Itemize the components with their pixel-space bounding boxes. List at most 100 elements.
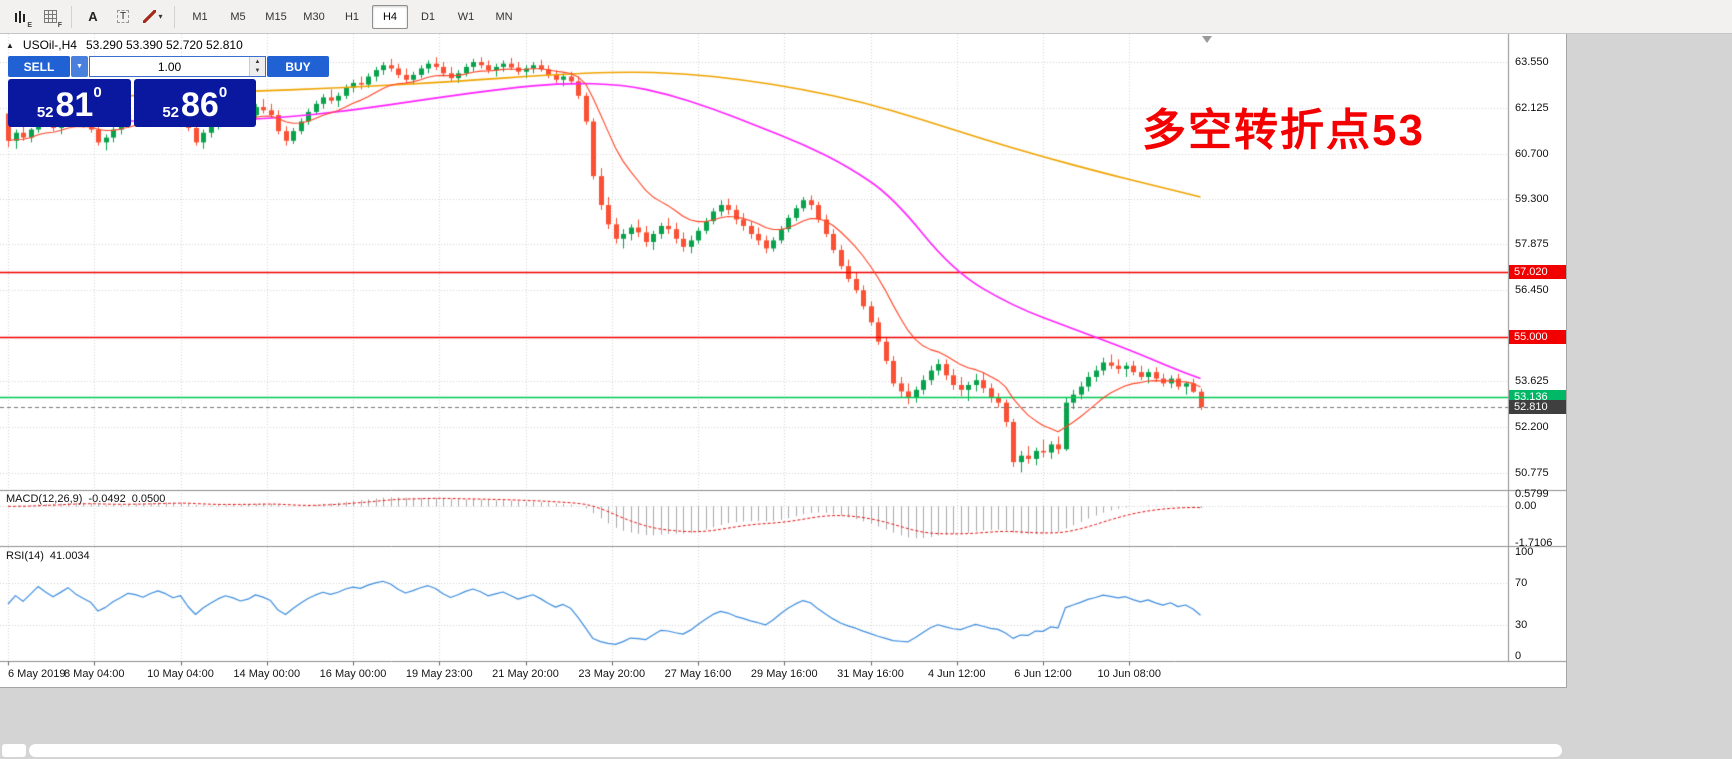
horizontal-scrollbar[interactable] [29, 744, 1562, 757]
grid-tool-icon[interactable]: F [36, 4, 64, 30]
sell-price-pips: 81 [55, 85, 94, 124]
chart-header: ▲ USOil-,H4 53.290 53.390 52.720 52.810 [6, 38, 243, 52]
toolbar-separator [71, 5, 72, 28]
sell-button[interactable]: SELL [8, 56, 70, 77]
timeframe-button-m5[interactable]: M5 [230, 10, 246, 23]
time-axis-label: 4 Jun 12:00 [928, 668, 986, 680]
price-tick-label: 52.200 [1515, 420, 1549, 433]
price-tick-label: 50.775 [1515, 466, 1549, 479]
timeframe-button-m30[interactable]: M30 [303, 10, 325, 23]
time-axis-label: 10 May 04:00 [147, 668, 214, 680]
time-scale[interactable]: 6 May 2019 8 May 04:00 10 May 04:00 14 May … [0, 664, 1508, 687]
price-scale[interactable]: 63.550 62.125 60.700 59.300 57.875 56.450 55.0… [1509, 34, 1566, 687]
macd-scale-label: 0.5799 [1515, 488, 1549, 500]
timeframe-button-d1[interactable]: D1 [420, 10, 436, 23]
scrollbar-corner [2, 744, 26, 757]
buy-price-button[interactable]: 52 86 0 [133, 79, 256, 127]
macd-value: -0.0492 [88, 493, 126, 505]
price-tick-label: 60.700 [1515, 147, 1549, 160]
price-level-label: 52.810 [1509, 400, 1566, 415]
text-tool-icon[interactable]: A [79, 4, 107, 30]
buy-price-pips: 86 [181, 85, 219, 124]
timeframe-button-w1[interactable]: W1 [457, 10, 475, 23]
text-tool-icon: A [88, 9, 98, 24]
rsi-scale-label: 70 [1515, 577, 1528, 590]
time-axis-label: 27 May 16:00 [664, 668, 732, 680]
icon-badge: F [57, 21, 62, 29]
volume-field: ▲ ▼ [89, 56, 266, 77]
time-axis-label: 10 Jun 08:00 [1097, 668, 1162, 680]
one-click-price-row: 52 81 0 52 86 0 [8, 79, 256, 127]
timeframe-button-h4[interactable]: H4 [372, 4, 408, 29]
rsi-scale-label: 100 [1515, 546, 1534, 558]
buy-button[interactable]: BUY [267, 56, 329, 77]
candlestick-tool-icon[interactable]: E [6, 4, 34, 30]
rsi-label: RSI(14) 41.0034 [6, 550, 90, 562]
chevron-down-icon: ▼ [76, 63, 83, 70]
rsi-name: RSI(14) [6, 550, 44, 562]
rsi-value: 41.0034 [49, 550, 90, 562]
macd-scale-label: -1.7106 [1515, 537, 1553, 549]
toolbar-separator [174, 5, 175, 28]
macd-scale-label: 0.00 [1515, 500, 1537, 513]
icon-badge: E [27, 21, 32, 29]
drawing-tool-icon [143, 10, 157, 23]
time-axis-label: 23 May 20:00 [578, 668, 646, 680]
price-tick-label: 56.450 [1515, 284, 1549, 297]
textbox-tool-icon[interactable]: T [109, 4, 137, 30]
timeframe-button-m1[interactable]: M1 [192, 10, 208, 23]
price-tick-label: 63.550 [1515, 56, 1549, 69]
macd-name: MACD(12,26,9) [6, 493, 83, 505]
time-axis-label: 31 May 16:00 [837, 668, 904, 680]
timeframe-toolbar: M1 M5 M15 M30 H1 H4 D1 W1 MN [181, 4, 523, 29]
toolbar: E F A T ▾ M1 M5 M15 M30 H1 H4 D1 W1 MN [0, 0, 1732, 34]
chevron-down-icon: ▾ [158, 12, 163, 21]
macd-signal-value: 0.0500 [131, 493, 166, 505]
volume-dropdown-button[interactable]: ▼ [71, 56, 88, 77]
rsi-scale-label: 30 [1515, 618, 1528, 631]
grid-tool-icon [43, 10, 57, 23]
chart-symbol-label: USOil-,H4 [22, 38, 77, 52]
drawing-tool-icon[interactable]: ▾ [139, 4, 167, 30]
one-click-top-row: SELL ▼ ▲ ▼ BUY [8, 56, 329, 77]
sell-price-button[interactable]: 52 81 0 [8, 79, 131, 127]
textbox-tool-icon: T [116, 10, 130, 23]
sell-price-fraction: 0 [93, 84, 102, 101]
price-tick-label: 62.125 [1515, 101, 1549, 114]
price-tick-label: 57.875 [1515, 238, 1549, 251]
macd-label: MACD(12,26,9) -0.0492 0.0500 [6, 493, 165, 505]
bottom-strip [0, 688, 1732, 759]
sell-price-big-figure: 52 [36, 104, 54, 121]
price-tick-label: 53.625 [1515, 374, 1549, 387]
volume-decrease-button[interactable]: ▼ [250, 66, 265, 76]
time-axis-label: 14 May 00:00 [233, 668, 301, 680]
timeframe-button-m15[interactable]: M15 [265, 10, 287, 23]
time-axis-label: 8 May 04:00 [63, 668, 125, 680]
chart-ohlc-values: 53.290 53.390 52.720 52.810 [85, 38, 243, 52]
timeframe-button-h1[interactable]: H1 [344, 10, 360, 23]
time-axis-label: 16 May 00:00 [319, 668, 387, 680]
volume-input[interactable] [90, 57, 249, 76]
volume-increase-button[interactable]: ▲ [250, 57, 265, 67]
buy-price-big-figure: 52 [162, 104, 179, 121]
chart-annotation-text[interactable]: 多空转折点53 [1142, 106, 1425, 155]
time-axis-label: 6 Jun 12:00 [1014, 668, 1072, 680]
volume-spinner: ▲ ▼ [249, 57, 265, 76]
chart-shift-marker[interactable] [1202, 36, 1212, 43]
toolbar-icon-group: E F A T ▾ [5, 4, 168, 30]
price-chart[interactable] [0, 34, 1566, 687]
time-axis-label: 19 May 23:00 [405, 668, 473, 680]
buy-price-fraction: 0 [218, 84, 228, 101]
time-axis-label: 29 May 16:00 [750, 668, 818, 680]
time-axis-label: 21 May 20:00 [492, 668, 559, 680]
time-axis-label: 6 May 2019 [8, 668, 66, 680]
timeframe-button-mn[interactable]: MN [495, 10, 513, 23]
price-tick-label: 59.300 [1515, 192, 1549, 205]
chart-window: ▲ USOil-,H4 53.290 53.390 52.720 52.810 … [0, 34, 1567, 688]
collapse-triangle-icon: ▲ [6, 40, 14, 50]
price-level-label: 55.000 [1509, 329, 1566, 344]
candlestick-tool-icon [13, 9, 27, 24]
price-level-label: 57.020 [1509, 264, 1566, 279]
